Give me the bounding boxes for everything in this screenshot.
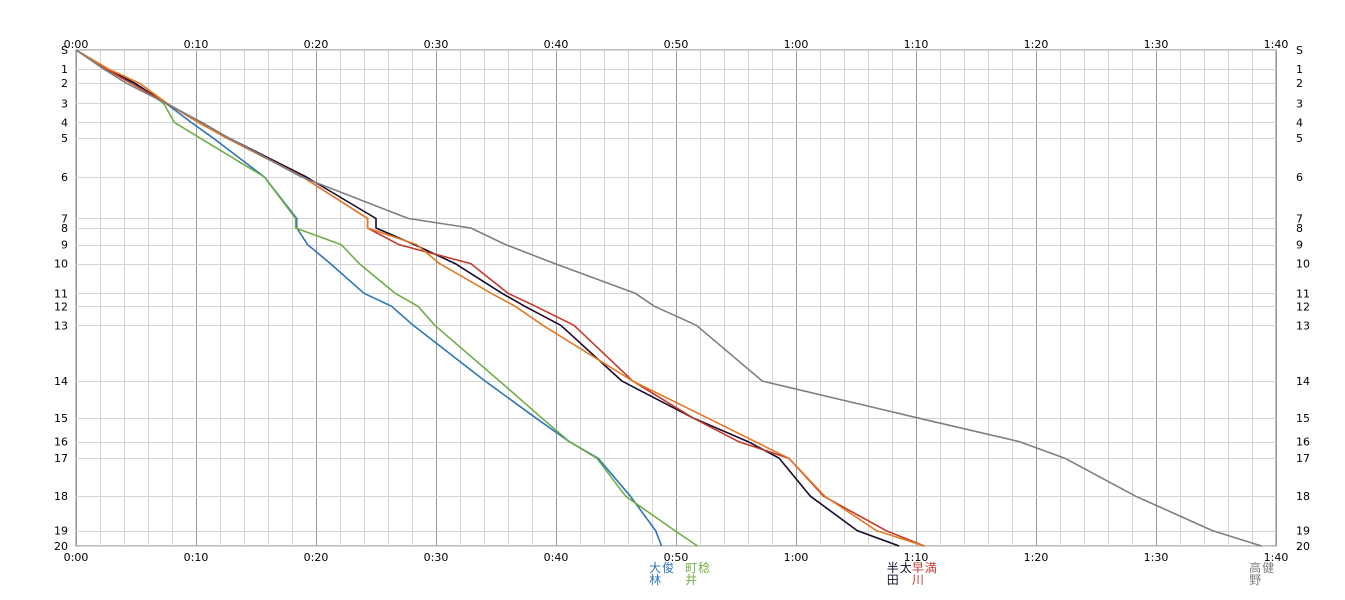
station-label-right: 5 bbox=[1296, 132, 1303, 145]
station-label-right: 2 bbox=[1296, 77, 1303, 90]
station-label-right: 8 bbox=[1296, 222, 1303, 235]
runner-name-char: 野 bbox=[1249, 573, 1261, 587]
x-tick-label-bottom: 1:20 bbox=[1024, 551, 1049, 564]
station-label-right: 13 bbox=[1296, 319, 1310, 332]
station-label-left: 9 bbox=[61, 239, 68, 252]
runner-name-char: 井 bbox=[685, 573, 697, 587]
station-label-right: S bbox=[1296, 44, 1303, 57]
x-tick-label-bottom: 0:50 bbox=[664, 551, 689, 564]
station-label-right: 20 bbox=[1296, 540, 1310, 553]
station-label-left: 19 bbox=[54, 525, 68, 538]
station-label-right: 17 bbox=[1296, 452, 1310, 465]
x-tick-label-top: 0:20 bbox=[304, 38, 329, 51]
runner-name-char: 高 bbox=[1249, 560, 1261, 575]
station-label-left: 7 bbox=[61, 212, 68, 225]
x-tick-label-top: 0:40 bbox=[544, 38, 569, 51]
runner-name-char: 太 bbox=[900, 560, 912, 575]
x-tick-label-bottom: 1:30 bbox=[1144, 551, 1169, 564]
station-label-left: 3 bbox=[61, 97, 68, 110]
series-line-6 bbox=[75, 49, 1262, 547]
station-label-left: 1 bbox=[61, 63, 68, 76]
x-tick-label-bottom: 1:40 bbox=[1264, 551, 1289, 564]
x-tick-label-bottom: 0:40 bbox=[544, 551, 569, 564]
x-tick-label-top: 1:00 bbox=[784, 38, 809, 51]
station-label-left: 14 bbox=[54, 375, 68, 388]
runner-name-char: 田 bbox=[887, 573, 899, 587]
x-tick-label-top: 0:50 bbox=[664, 38, 689, 51]
x-tick-label-top: 0:30 bbox=[424, 38, 449, 51]
runner-name-char: 満 bbox=[925, 561, 937, 575]
runner-name-labels: 大林俊 町井稔 半田太 早川満 高野健 bbox=[649, 560, 1274, 587]
grid bbox=[75, 49, 1277, 547]
station-label-right: 14 bbox=[1296, 375, 1310, 388]
runner-name-char: 川 bbox=[912, 573, 924, 587]
x-tick-label-bottom: 0:20 bbox=[304, 551, 329, 564]
station-label-right: 1 bbox=[1296, 63, 1303, 76]
station-label-left: 5 bbox=[61, 132, 68, 145]
x-tick-label-top: 1:30 bbox=[1144, 38, 1169, 51]
station-label-right: 3 bbox=[1296, 97, 1303, 110]
station-label-right: 7 bbox=[1296, 212, 1303, 225]
station-label-left: 18 bbox=[54, 490, 68, 503]
runner-name-char: 林 bbox=[649, 573, 661, 587]
station-label-right: 6 bbox=[1296, 171, 1303, 184]
series-lines bbox=[75, 49, 1262, 547]
tick-labels: 0:00 0:00 0:10 0:10 0:20 0:20 0:30 0:30 0:40 0:40… bbox=[54, 38, 1310, 564]
series-line-2 bbox=[75, 49, 699, 547]
station-label-left: 20 bbox=[54, 540, 68, 553]
station-label-left: 11 bbox=[54, 287, 68, 300]
x-tick-label-bottom: 0:00 bbox=[64, 551, 89, 564]
station-label-left: 13 bbox=[54, 319, 68, 332]
station-label-right: 12 bbox=[1296, 300, 1310, 313]
x-tick-label-bottom: 1:00 bbox=[784, 551, 809, 564]
station-label-left: 15 bbox=[54, 412, 68, 425]
station-label-right: 19 bbox=[1296, 525, 1310, 538]
runner-name-char: 早 bbox=[912, 561, 924, 575]
station-label-left: 2 bbox=[61, 77, 68, 90]
x-tick-label-bottom: 0:10 bbox=[184, 551, 209, 564]
runner-name-char: 健 bbox=[1262, 561, 1274, 575]
x-tick-label-top: 1:40 bbox=[1264, 38, 1289, 51]
station-label-left: 8 bbox=[61, 222, 68, 235]
station-label-right: 4 bbox=[1296, 116, 1303, 129]
station-label-right: 9 bbox=[1296, 239, 1303, 252]
x-tick-label-bottom: 1:10 bbox=[904, 551, 929, 564]
x-tick-label-top: 0:00 bbox=[64, 38, 89, 51]
station-label-left: 10 bbox=[54, 258, 68, 271]
station-label-right: 11 bbox=[1296, 287, 1310, 300]
station-label-left: S bbox=[61, 44, 68, 57]
runner-name-char: 俊 bbox=[662, 560, 674, 575]
runner-name-char: 町 bbox=[685, 561, 697, 575]
runner-name-char: 半 bbox=[887, 561, 899, 575]
station-label-right: 10 bbox=[1296, 258, 1310, 271]
station-label-left: 16 bbox=[54, 436, 68, 449]
x-tick-label-top: 1:10 bbox=[904, 38, 929, 51]
station-label-right: 18 bbox=[1296, 490, 1310, 503]
x-tick-label-top: 1:20 bbox=[1024, 38, 1049, 51]
runner-name-char: 稔 bbox=[698, 561, 710, 575]
station-label-right: 15 bbox=[1296, 412, 1310, 425]
x-tick-label-top: 0:10 bbox=[184, 38, 209, 51]
runner-name-char: 大 bbox=[649, 561, 661, 575]
station-label-left: 4 bbox=[61, 116, 68, 129]
station-label-left: 6 bbox=[61, 171, 68, 184]
station-label-left: 17 bbox=[54, 452, 68, 465]
x-tick-label-bottom: 0:30 bbox=[424, 551, 449, 564]
station-label-left: 12 bbox=[54, 300, 68, 313]
station-label-right: 16 bbox=[1296, 436, 1310, 449]
